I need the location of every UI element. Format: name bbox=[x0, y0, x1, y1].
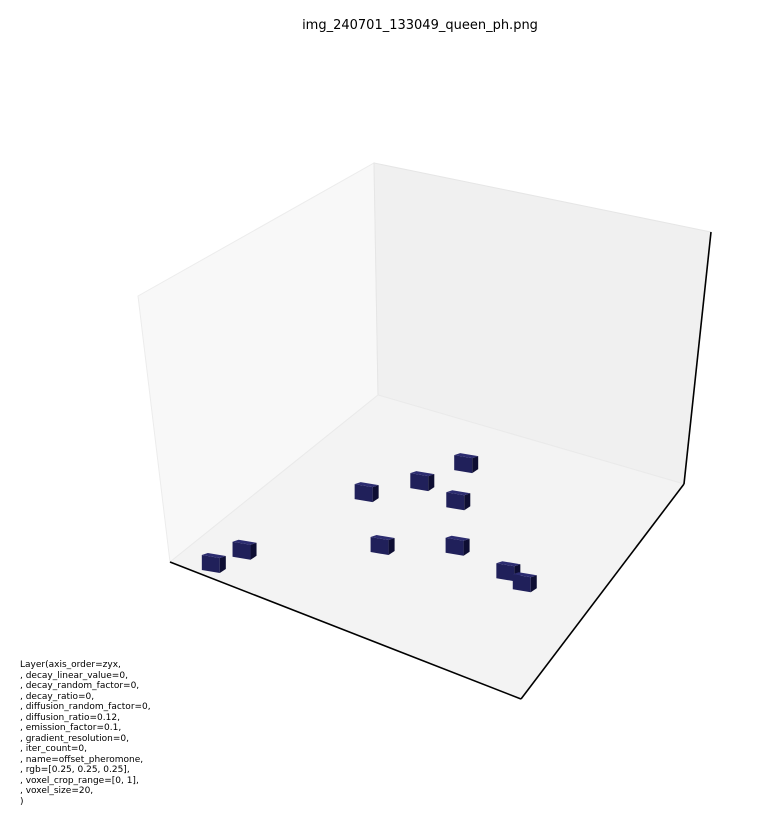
voxel-top-face bbox=[512, 572, 537, 578]
voxel-cube bbox=[454, 453, 479, 474]
voxel-top-face bbox=[201, 553, 226, 559]
voxel-front-face bbox=[445, 537, 464, 556]
voxel-side-face bbox=[464, 493, 471, 511]
voxel-top-face bbox=[410, 471, 435, 477]
voxel-cube bbox=[446, 490, 471, 511]
y-axis-line bbox=[520, 483, 685, 700]
voxel-group bbox=[201, 453, 537, 593]
voxel-side-face bbox=[530, 575, 537, 593]
voxel-cube bbox=[232, 539, 257, 560]
voxel-front-face bbox=[512, 574, 531, 593]
voxel-side-face bbox=[250, 542, 257, 560]
voxel-front-face bbox=[454, 455, 473, 474]
voxel-top-face bbox=[370, 535, 395, 541]
voxel-cube bbox=[410, 471, 435, 492]
voxel-side-face bbox=[219, 556, 226, 574]
voxel-side-face bbox=[472, 456, 479, 474]
voxel-side-face bbox=[463, 538, 470, 556]
voxel-front-face bbox=[446, 492, 465, 511]
voxel-cube bbox=[512, 572, 537, 593]
voxel-front-face bbox=[410, 473, 429, 492]
voxel-front-face bbox=[370, 537, 389, 556]
voxel-side-face bbox=[428, 474, 435, 492]
voxel-front-face bbox=[201, 555, 220, 574]
voxel-cube bbox=[370, 535, 395, 556]
plot-title: img_240701_133049_queen_ph.png bbox=[302, 18, 538, 33]
z-axis-line bbox=[683, 231, 712, 485]
voxel-side-face bbox=[372, 485, 379, 503]
voxel-cube bbox=[354, 482, 379, 503]
voxel-front-face bbox=[496, 563, 515, 582]
voxel-top-face bbox=[446, 490, 471, 496]
x-axis-line bbox=[169, 561, 522, 700]
voxel-cube bbox=[445, 535, 470, 556]
voxel-top-face bbox=[232, 539, 257, 545]
voxel-front-face bbox=[354, 484, 373, 503]
voxel-top-face bbox=[496, 561, 521, 567]
voxel-top-face bbox=[454, 453, 479, 459]
voxel-front-face bbox=[232, 541, 251, 560]
layer-info-text: Layer(axis_order=zyx, , decay_linear_val… bbox=[20, 660, 151, 807]
voxel-side-face bbox=[388, 538, 395, 556]
voxel-top-face bbox=[445, 535, 470, 541]
voxel-top-face bbox=[354, 482, 379, 488]
voxel-cube bbox=[201, 553, 226, 574]
